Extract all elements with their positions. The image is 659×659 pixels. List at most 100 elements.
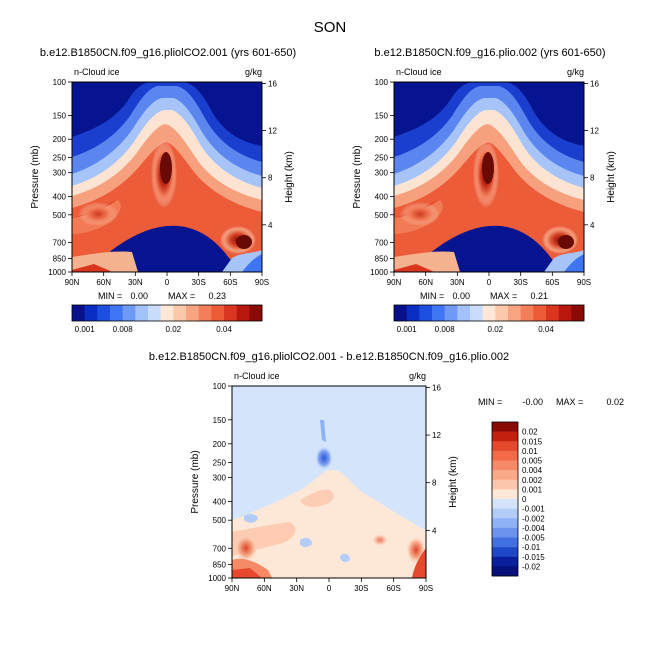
colorbar-swatch	[492, 556, 518, 567]
colorbar-swatch	[457, 305, 471, 321]
panel-b-max-value: 0.21	[530, 291, 548, 301]
panel-b-title: b.e12.B1850CN.f09_g16.plio.002 (yrs 601-…	[374, 47, 605, 59]
colorbar-frame	[393, 304, 585, 322]
colorbar-swatch	[492, 489, 518, 500]
panel-a-min-label: MIN =	[98, 291, 122, 301]
panel-b: b.e12.B1850CN.f09_g16.plio.002 (yrs 601-…	[352, 47, 617, 334]
colorbar-label: 0.02	[166, 325, 182, 334]
colorbar-swatch	[97, 305, 111, 321]
colorbar-swatch	[492, 499, 518, 509]
panel-a-colorbar: 0.001 0.008 0.02 0.04	[71, 304, 263, 334]
colorbar-swatch	[492, 566, 518, 577]
colorbar-swatch	[520, 305, 534, 321]
x-tick-label: 0	[327, 584, 332, 593]
colorbar-swatch	[492, 527, 518, 538]
x-tick-label: 90S	[419, 584, 433, 593]
colorbar-swatch	[482, 305, 496, 321]
x-tick-label: 0	[165, 278, 170, 287]
panel-b-ticks: 100 150 200 250 300 400 500 700 850 1000 4 8 12 16 90N…	[370, 78, 599, 287]
panel-a-title: b.e12.B1850CN.f09_g16.pliolCO2.001 (yrs …	[40, 47, 296, 59]
colorbar-swatch	[492, 431, 518, 442]
x-tick-label: 60N	[96, 278, 111, 287]
colorbar-swatch	[571, 305, 585, 321]
colorbar-label: 0.001	[397, 325, 418, 334]
panel-c-max-label: MAX =	[556, 397, 583, 407]
colorbar-swatch	[432, 305, 445, 321]
height-tick-label: 8	[432, 479, 437, 488]
colorbar-swatch	[148, 305, 161, 321]
height-tick-label: 16	[432, 383, 441, 392]
y-tick-label: 200	[53, 135, 67, 144]
panel-c-right-ylabel: Height (km)	[448, 456, 459, 508]
y-tick-label: 150	[375, 111, 389, 120]
colorbar-label: 0.008	[435, 325, 456, 334]
colorbar-label: 0.04	[538, 325, 554, 334]
panel-b-min-label: MIN =	[420, 291, 444, 301]
x-tick-label: 90N	[225, 584, 240, 593]
x-tick-label: 90S	[255, 278, 269, 287]
y-tick-label: 400	[213, 498, 227, 507]
panel-a-max-label: MAX =	[168, 291, 195, 301]
panel-a: b.e12.B1850CN.f09_g16.pliolCO2.001 (yrs …	[30, 47, 296, 334]
panel-c-heatmap	[232, 386, 426, 578]
x-tick-label: 60N	[257, 584, 272, 593]
height-tick-label: 16	[590, 79, 599, 88]
y-tick-label: 1000	[370, 268, 388, 277]
colorbar-swatch	[160, 305, 174, 321]
y-tick-label: 250	[213, 458, 227, 467]
colorbar-swatch	[492, 450, 518, 461]
y-tick-label: 700	[53, 239, 67, 248]
x-tick-label: 90S	[577, 278, 591, 287]
colorbar-swatch	[492, 441, 518, 452]
colorbar-label: 0	[522, 495, 527, 504]
x-tick-label: 30S	[192, 278, 206, 287]
colorbar-swatch	[135, 305, 149, 321]
colorbar-label: -0.004	[522, 524, 545, 533]
colorbar-swatch	[470, 305, 483, 321]
colorbar-swatch	[492, 537, 518, 548]
colorbar-swatch	[110, 305, 123, 321]
x-tick-label: 60S	[223, 278, 237, 287]
colorbar-swatch	[186, 305, 199, 321]
colorbar-swatch	[533, 305, 547, 321]
y-tick-label: 700	[213, 544, 227, 553]
colorbar-label: 0.008	[113, 325, 134, 334]
colorbar-label: 0.005	[522, 457, 543, 466]
y-tick-label: 200	[375, 135, 389, 144]
colorbar-label: -0.015	[522, 553, 545, 562]
panel-b-min-value: 0.00	[452, 291, 470, 301]
panel-b-max-label: MAX =	[490, 291, 517, 301]
y-tick-label: 300	[53, 169, 67, 178]
colorbar-swatch	[249, 305, 263, 321]
panel-c-title: b.e12.B1850CN.f09_g16.pliolCO2.001 - b.e…	[149, 351, 509, 363]
x-tick-label: 30N	[128, 278, 143, 287]
height-tick-label: 12	[432, 431, 441, 440]
height-tick-label: 16	[268, 79, 277, 88]
colorbar-swatch	[419, 305, 433, 321]
panel-b-right-ylabel: Height (km)	[606, 151, 617, 203]
panel-c-ticks: 100 150 200 250 300 400 500 700 850 1000 4 8 12 16 90N…	[208, 382, 441, 593]
y-tick-label: 250	[53, 154, 67, 163]
height-tick-label: 12	[590, 127, 599, 136]
y-tick-label: 850	[375, 255, 389, 264]
colorbar-swatch	[508, 305, 521, 321]
panel-b-colorbar: 0.001 0.008 0.02 0.04	[393, 304, 585, 334]
colorbar-label: 0.001	[75, 325, 96, 334]
colorbar-swatch	[173, 305, 187, 321]
colorbar-label: 0.015	[522, 437, 543, 446]
colorbar-label: 0.02	[522, 428, 538, 437]
panel-a-ticks: 100 150 200 250 300 400 500 700 850 1000 4 8 12 16 90N…	[48, 78, 277, 287]
colorbar-label: -0.001	[522, 505, 545, 514]
x-tick-label: 90N	[65, 278, 80, 287]
colorbar-swatch	[492, 508, 518, 519]
y-tick-label: 300	[375, 169, 389, 178]
colorbar-swatch	[406, 305, 420, 321]
y-tick-label: 100	[375, 78, 389, 87]
y-tick-label: 850	[53, 255, 67, 264]
panel-b-units: g/kg	[567, 67, 584, 77]
y-tick-label: 150	[213, 416, 227, 425]
colorbar-swatch	[546, 305, 559, 321]
x-tick-label: 60S	[387, 584, 401, 593]
colorbar-frame	[71, 304, 263, 322]
colorbar-label: -0.005	[522, 534, 545, 543]
